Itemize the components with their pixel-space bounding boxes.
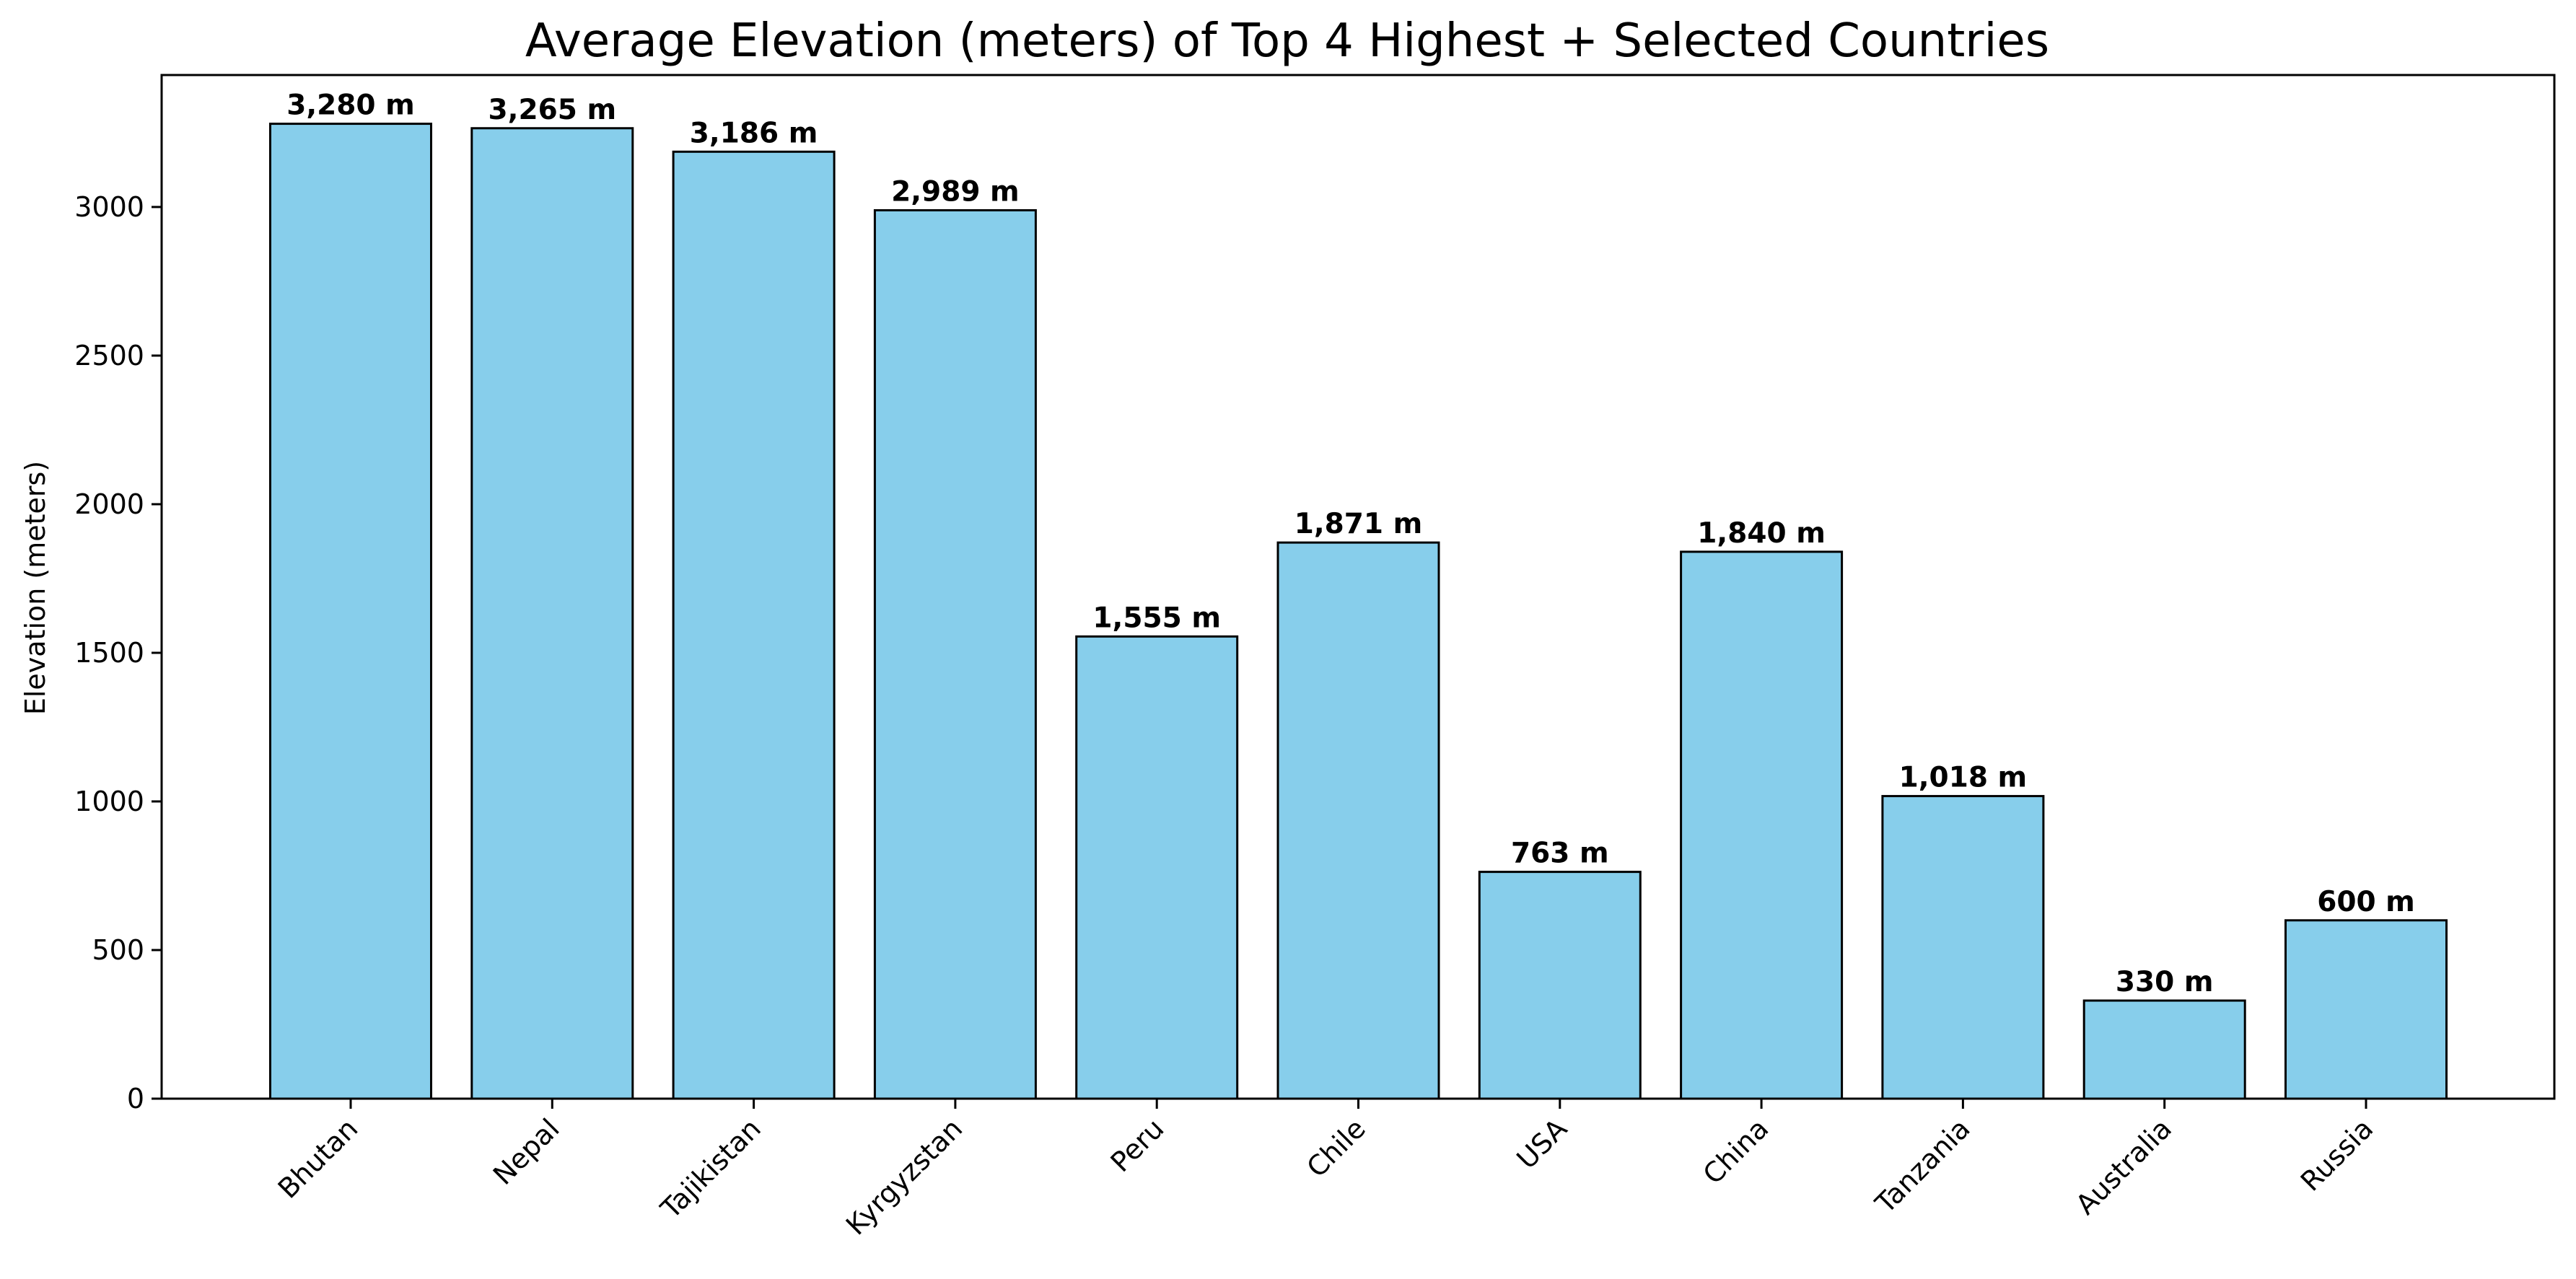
- y-tick-label: 2500: [74, 340, 144, 372]
- bar-value-label: 3,265 m: [489, 94, 617, 126]
- x-tick-label: Nepal: [487, 1112, 566, 1191]
- bars-group: 3,280 m 3,265 m 3,186 m 2,989 m 1,555 m 1,871…: [269, 89, 2448, 1100]
- y-tick-label: 500: [92, 934, 144, 966]
- bar-australia: [2082, 999, 2246, 1100]
- bar-chile: [1276, 541, 1440, 1100]
- x-tick-label: Peru: [1105, 1112, 1170, 1178]
- bar-value-label: 3,280 m: [286, 89, 415, 122]
- bar-value-label: 2,989 m: [891, 175, 1020, 208]
- x-tick-label: Kyrgyzstan: [840, 1112, 968, 1241]
- y-tick-label: 0: [127, 1083, 144, 1115]
- bar-tanzania: [1881, 795, 2045, 1100]
- x-tick-label: Tanzania: [1869, 1112, 1976, 1220]
- y-tick-label: 3000: [74, 191, 144, 223]
- bar-value-label: 763 m: [1511, 838, 1609, 870]
- bar-russia: [2284, 919, 2448, 1100]
- x-tick-label: China: [1697, 1112, 1775, 1190]
- bar-value-label: 1,018 m: [1899, 762, 2028, 794]
- bar-value-label: 3,186 m: [690, 117, 818, 149]
- bar-value-label: 330 m: [2116, 966, 2214, 998]
- y-tick-label: 1000: [74, 786, 144, 817]
- x-tick-label: Bhutan: [272, 1112, 364, 1205]
- x-tick-label: Tajikistan: [654, 1112, 767, 1225]
- bar-value-label: 1,840 m: [1697, 517, 1826, 550]
- chart-title: Average Elevation (meters) of Top 4 High…: [525, 14, 2049, 68]
- bar-value-label: 1,871 m: [1294, 508, 1423, 540]
- bar-value-label: 600 m: [2317, 886, 2415, 918]
- bar-kyrgyzstan: [873, 208, 1037, 1100]
- y-axis-label: Elevation (meters): [19, 461, 51, 715]
- y-tick-label: 2000: [74, 488, 144, 520]
- bar-peru: [1075, 635, 1239, 1100]
- bar-usa: [1478, 871, 1642, 1100]
- bar-bhutan: [269, 123, 432, 1100]
- x-tick-label: Australia: [2069, 1112, 2178, 1221]
- bar-value-label: 1,555 m: [1092, 602, 1221, 634]
- y-tick-label: 1500: [74, 637, 144, 669]
- y-axis-ticks: 0 500 1000 1500 2000 2500 3000: [74, 191, 162, 1115]
- bar-china: [1680, 550, 1844, 1100]
- x-tick-label: Russia: [2295, 1112, 2380, 1197]
- plot-area-frame: [160, 74, 2556, 1100]
- bar-nepal: [470, 127, 634, 1100]
- bar-tajikistan: [672, 150, 836, 1100]
- x-tick-label: USA: [1510, 1112, 1573, 1175]
- x-axis-ticks: Bhutan Nepal Tajikistan Kyrgyzstan Peru Chile…: [272, 1099, 2380, 1241]
- x-tick-label: Chile: [1300, 1112, 1371, 1183]
